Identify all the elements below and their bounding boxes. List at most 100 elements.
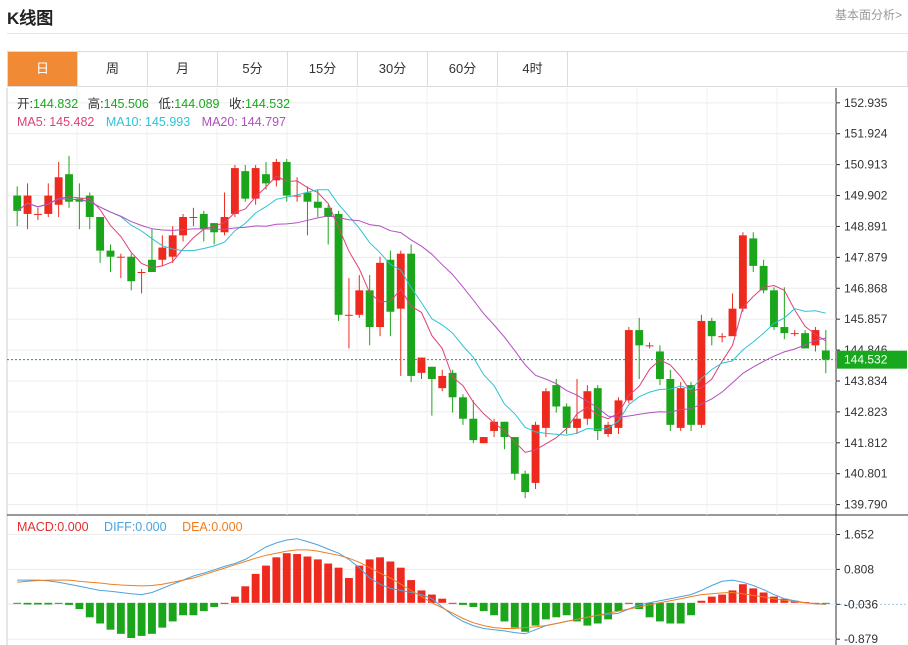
candle-body bbox=[624, 330, 633, 401]
close-label: 收: bbox=[229, 97, 245, 111]
macd-bar bbox=[552, 602, 561, 618]
macd-bar bbox=[303, 556, 312, 603]
low-value: 144.089 bbox=[174, 97, 219, 111]
macd-axis-ticks: 1.652 0.808 -0.036 -0.879 bbox=[836, 528, 878, 645]
macd-bar bbox=[75, 602, 84, 610]
candle-body bbox=[801, 333, 810, 349]
macd-bar bbox=[85, 602, 94, 618]
candle-body bbox=[666, 378, 675, 425]
tab-30min[interactable]: 30分 bbox=[358, 52, 428, 86]
candle-body bbox=[23, 195, 32, 214]
macd-bar bbox=[199, 602, 208, 612]
candle-body bbox=[749, 238, 758, 266]
macd-bar bbox=[510, 602, 519, 628]
candle-body bbox=[179, 216, 187, 236]
macd-bar bbox=[573, 602, 581, 622]
candle-body bbox=[738, 235, 747, 309]
candle-body bbox=[137, 272, 146, 274]
tab-4hour[interactable]: 4时 bbox=[498, 52, 568, 86]
candle-body bbox=[821, 350, 830, 360]
candle-body bbox=[728, 308, 737, 337]
candle-body bbox=[386, 259, 395, 312]
candle-body bbox=[282, 161, 291, 196]
candle-body bbox=[127, 256, 136, 282]
macd-bar bbox=[821, 602, 830, 604]
macd-tick-label: 0.808 bbox=[844, 562, 874, 576]
ma10-line bbox=[16, 189, 826, 436]
macd-bar bbox=[593, 602, 602, 624]
candle-body bbox=[500, 421, 509, 438]
macd-bar bbox=[210, 602, 219, 607]
candle-body bbox=[262, 174, 270, 184]
candle-body bbox=[324, 207, 333, 217]
ma10-value: 145.993 bbox=[145, 115, 190, 129]
candle-body bbox=[531, 424, 540, 483]
macd-bar bbox=[645, 602, 654, 618]
macd-bar bbox=[469, 602, 478, 607]
last-price-tag: 144.532 bbox=[837, 350, 907, 369]
candle-body bbox=[510, 437, 519, 474]
price-tick-label: 143.834 bbox=[844, 374, 888, 388]
dea-line bbox=[17, 549, 826, 629]
candle-body bbox=[396, 253, 405, 309]
macd-bar bbox=[13, 602, 22, 604]
candle-body bbox=[687, 385, 695, 425]
candle-body bbox=[583, 391, 592, 419]
price-tick-label: 146.868 bbox=[844, 281, 888, 295]
close-value: 144.532 bbox=[245, 97, 290, 111]
candle-body bbox=[96, 216, 105, 251]
candle-body bbox=[448, 372, 457, 398]
macd-bar bbox=[521, 602, 530, 632]
tab-5min[interactable]: 5分 bbox=[218, 52, 288, 86]
fundamental-analysis-link[interactable]: 基本面分析> bbox=[834, 8, 902, 22]
macd-bar bbox=[500, 602, 509, 622]
candle-body bbox=[230, 168, 239, 214]
candle-body bbox=[718, 336, 727, 338]
macd-bar bbox=[168, 602, 177, 622]
diff-label: DIFF: bbox=[104, 520, 135, 534]
tab-15min[interactable]: 15分 bbox=[288, 52, 358, 86]
macd-bar bbox=[448, 602, 457, 604]
candle-body bbox=[365, 290, 374, 328]
candle-body bbox=[376, 262, 384, 328]
ma10-label: MA10: bbox=[106, 115, 142, 129]
macd-bar bbox=[376, 557, 384, 603]
macd-bar bbox=[137, 602, 146, 636]
macd-bar bbox=[541, 602, 550, 620]
candle-body bbox=[220, 216, 229, 233]
macd-readout: MACD:0.000 DIFF:0.000 DEA:0.000 bbox=[17, 520, 243, 534]
candle-body bbox=[697, 320, 706, 425]
last-price-tag-value: 144.532 bbox=[844, 353, 888, 367]
macd-bar bbox=[54, 602, 63, 604]
candle-body bbox=[479, 437, 488, 444]
ma5-label: MA5: bbox=[17, 115, 46, 129]
diff-value: 0.000 bbox=[135, 520, 166, 534]
candle-body bbox=[469, 418, 478, 441]
candle-body bbox=[106, 250, 115, 257]
macd-bar bbox=[759, 592, 768, 603]
macd-bar bbox=[386, 561, 395, 603]
candle-body bbox=[33, 213, 42, 215]
candle-body bbox=[645, 345, 654, 347]
header-divider bbox=[7, 33, 908, 34]
candle-body bbox=[210, 223, 219, 233]
price-tick-label: 139.790 bbox=[844, 498, 888, 512]
last-price-tag-bg bbox=[837, 350, 907, 369]
candle-body bbox=[759, 265, 768, 291]
candle-body bbox=[199, 213, 208, 230]
candle-body bbox=[241, 171, 250, 199]
macd-bar bbox=[707, 596, 716, 603]
low-label: 低: bbox=[158, 97, 174, 111]
tab-week[interactable]: 周 bbox=[78, 52, 148, 86]
price-grid bbox=[7, 88, 836, 515]
tab-month[interactable]: 月 bbox=[148, 52, 218, 86]
tab-day[interactable]: 日 bbox=[8, 52, 78, 86]
tab-60min[interactable]: 60分 bbox=[428, 52, 498, 86]
macd-bar bbox=[179, 602, 187, 616]
price-tick-label: 142.823 bbox=[844, 405, 888, 419]
price-tick-label: 140.801 bbox=[844, 467, 888, 481]
macd-bar bbox=[438, 598, 447, 603]
candle-body bbox=[13, 195, 22, 211]
candle-body bbox=[65, 174, 73, 202]
